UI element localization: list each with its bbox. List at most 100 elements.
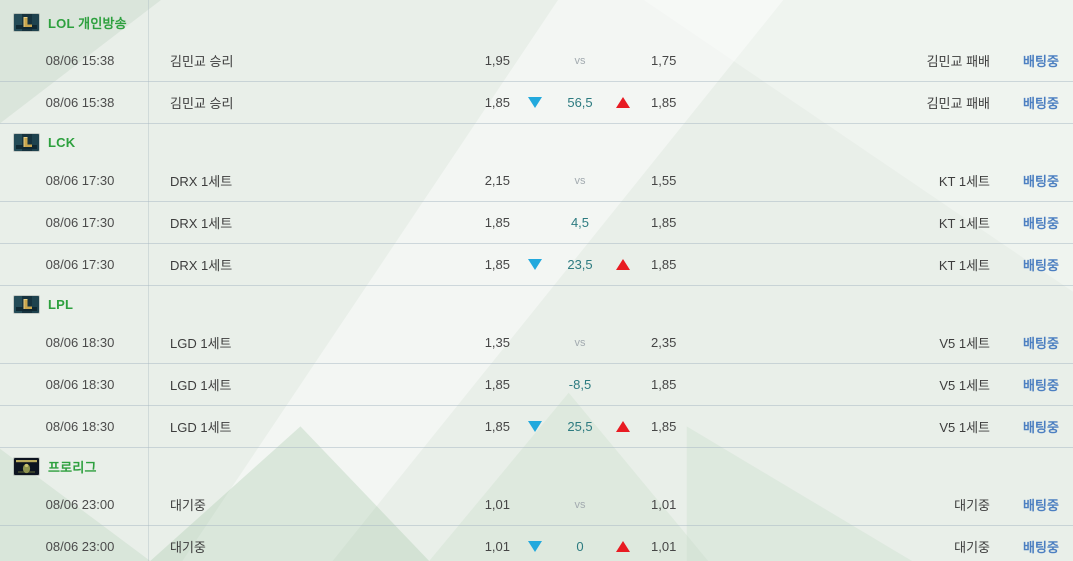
section-header: LCK [0, 124, 1073, 160]
odds-arrow-cell [600, 499, 645, 510]
team-left-label: LGD 1세트 [170, 378, 232, 393]
odds-right[interactable]: 2,35 [651, 335, 677, 350]
odds-arrow-cell [600, 421, 645, 432]
team-right-label: 대기중 [954, 540, 990, 555]
match-row[interactable]: 08/06 23:00 대기중 1,01 0 1,01 대기중 배팅중 [0, 526, 1073, 561]
odds-arrow-cell [510, 175, 560, 186]
odds-left[interactable]: 1,85 [484, 257, 510, 272]
league-section: LPL 08/06 18:30 LGD 1세트 1,35 vs 2,35 V5 … [0, 286, 1073, 448]
odds-right[interactable]: 1,85 [651, 377, 677, 392]
betting-status-link[interactable]: 배팅중 [1023, 96, 1059, 111]
odds-up-icon [615, 97, 630, 108]
odds-arrow-cell [510, 541, 560, 552]
match-time: 08/06 17:30 [45, 257, 115, 272]
team-left-label: 김민교 승리 [170, 96, 234, 111]
team-left-label: LGD 1세트 [170, 420, 232, 435]
odds-arrow-cell [510, 421, 560, 432]
odds-left[interactable]: 1,85 [484, 419, 510, 434]
lol-league-icon [14, 295, 39, 313]
odds-up-icon [615, 541, 630, 552]
lol-league-icon [14, 13, 39, 31]
team-left-label: DRX 1세트 [170, 258, 233, 273]
odds-down-icon [528, 259, 542, 270]
betting-status-link[interactable]: 배팅중 [1023, 174, 1059, 189]
odds-left[interactable]: 1,85 [484, 95, 510, 110]
team-right-label: 김민교 패배 [926, 54, 990, 69]
odds-right[interactable]: 1,55 [651, 173, 677, 188]
odds-right[interactable]: 1,85 [651, 257, 677, 272]
odds-left[interactable]: 1,01 [484, 497, 510, 512]
section-title: 프로리그 [48, 459, 97, 475]
section-header: LOL 개인방송 [0, 4, 1073, 40]
match-row[interactable]: 08/06 17:30 DRX 1세트 1,85 4,5 1,85 KT 1세트… [0, 202, 1073, 244]
odds-left[interactable]: 1,01 [484, 539, 510, 554]
section-title: LPL [48, 296, 74, 312]
odds-left[interactable]: 1,85 [484, 377, 510, 392]
odds-right[interactable]: 1,85 [651, 95, 677, 110]
match-row[interactable]: 08/06 23:00 대기중 1,01 vs 1,01 대기중 배팅중 [0, 484, 1073, 526]
match-row[interactable]: 08/06 17:30 DRX 1세트 2,15 vs 1,55 KT 1세트 … [0, 160, 1073, 202]
betting-status-link[interactable]: 배팅중 [1023, 540, 1059, 555]
odds-arrow-cell [510, 55, 560, 66]
team-right-label: KT 1세트 [938, 258, 990, 273]
odds-left[interactable]: 1,95 [484, 53, 510, 68]
odds-arrow-cell [600, 175, 645, 186]
match-time: 08/06 17:30 [45, 215, 115, 230]
odds-right[interactable]: 1,75 [651, 53, 677, 68]
section-icon [14, 133, 39, 151]
betting-status-link[interactable]: 배팅중 [1023, 54, 1059, 69]
section-icon [14, 295, 39, 313]
betting-status-link[interactable]: 배팅중 [1023, 336, 1059, 351]
center-value: vs [574, 54, 586, 67]
team-right-label: V5 1세트 [939, 420, 990, 435]
match-row[interactable]: 08/06 18:30 LGD 1세트 1,85 25,5 1,85 V5 1세… [0, 406, 1073, 448]
odds-left[interactable]: 1,85 [484, 215, 510, 230]
odds-arrow-cell [510, 379, 560, 390]
team-left-label: DRX 1세트 [170, 174, 233, 189]
center-value: 4,5 [570, 215, 590, 230]
odds-left[interactable]: 1,35 [484, 335, 510, 350]
odds-down-icon [528, 421, 542, 432]
section-title: LCK [48, 134, 76, 150]
odds-arrow-cell [510, 217, 560, 228]
league-section: LCK 08/06 17:30 DRX 1세트 2,15 vs 1,55 KT … [0, 124, 1073, 286]
team-left-label: 대기중 [170, 540, 206, 555]
odds-right[interactable]: 1,01 [651, 539, 677, 554]
odds-right[interactable]: 1,85 [651, 419, 677, 434]
center-value: vs [574, 336, 586, 349]
match-row[interactable]: 08/06 18:30 LGD 1세트 1,35 vs 2,35 V5 1세트 … [0, 322, 1073, 364]
section-header: LPL [0, 286, 1073, 322]
betting-status-link[interactable]: 배팅중 [1023, 498, 1059, 513]
team-right-label: KT 1세트 [938, 216, 990, 231]
odds-left[interactable]: 2,15 [484, 173, 510, 188]
section-title: LOL 개인방송 [48, 15, 127, 31]
center-value: vs [574, 174, 586, 187]
team-right-label: V5 1세트 [939, 336, 990, 351]
odds-arrow-cell [600, 55, 645, 66]
odds-right[interactable]: 1,01 [651, 497, 677, 512]
match-time: 08/06 18:30 [45, 335, 115, 350]
odds-up-icon [615, 421, 630, 432]
section-icon [14, 457, 39, 475]
league-section: LOL 개인방송 08/06 15:38 김민교 승리 1,95 vs 1,75… [0, 4, 1073, 124]
betting-status-link[interactable]: 배팅중 [1023, 378, 1059, 393]
betting-status-link[interactable]: 배팅중 [1023, 216, 1059, 231]
match-row[interactable]: 08/06 15:38 김민교 승리 1,95 vs 1,75 김민교 패배 배… [0, 40, 1073, 82]
match-time: 08/06 23:00 [45, 539, 115, 554]
odds-arrow-cell [600, 259, 645, 270]
team-left-label: 대기중 [170, 498, 206, 513]
match-row[interactable]: 08/06 18:30 LGD 1세트 1,85 -8,5 1,85 V5 1세… [0, 364, 1073, 406]
match-time: 08/06 18:30 [45, 419, 115, 434]
odds-right[interactable]: 1,85 [651, 215, 677, 230]
lol-league-icon [14, 133, 39, 151]
betting-status-link[interactable]: 배팅중 [1023, 258, 1059, 273]
betting-status-link[interactable]: 배팅중 [1023, 420, 1059, 435]
match-row[interactable]: 08/06 17:30 DRX 1세트 1,85 23,5 1,85 KT 1세… [0, 244, 1073, 286]
team-left-label: 김민교 승리 [170, 54, 234, 69]
time-column-divider [148, 0, 149, 561]
match-row[interactable]: 08/06 15:38 김민교 승리 1,85 56,5 1,85 김민교 패배… [0, 82, 1073, 124]
odds-arrow-cell [600, 541, 645, 552]
odds-arrow-cell [510, 97, 560, 108]
match-time: 08/06 18:30 [45, 377, 115, 392]
